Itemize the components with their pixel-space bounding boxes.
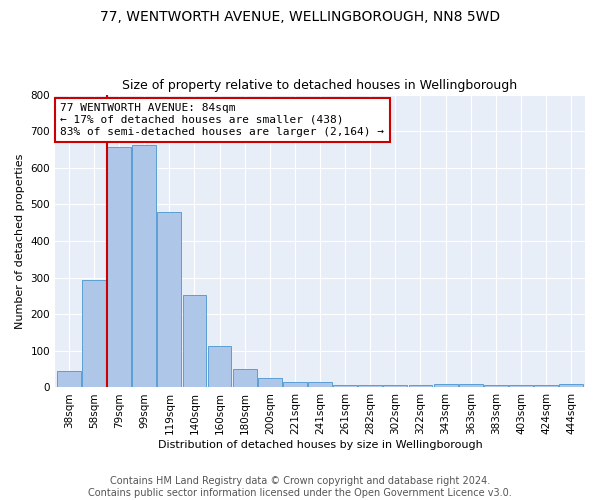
Bar [559, 384, 583, 388]
Title: Size of property relative to detached houses in Wellingborough: Size of property relative to detached ho… [122, 79, 518, 92]
Bar [484, 385, 508, 388]
Bar [157, 212, 181, 388]
Bar [534, 385, 558, 388]
Bar [283, 382, 307, 388]
Bar [409, 384, 433, 388]
Text: Contains HM Land Registry data © Crown copyright and database right 2024.
Contai: Contains HM Land Registry data © Crown c… [88, 476, 512, 498]
Bar [57, 371, 81, 388]
Y-axis label: Number of detached properties: Number of detached properties [15, 154, 25, 328]
Bar [383, 384, 407, 388]
Text: 77 WENTWORTH AVENUE: 84sqm
← 17% of detached houses are smaller (438)
83% of sem: 77 WENTWORTH AVENUE: 84sqm ← 17% of deta… [61, 104, 385, 136]
Bar [459, 384, 482, 388]
Bar [333, 384, 357, 388]
X-axis label: Distribution of detached houses by size in Wellingborough: Distribution of detached houses by size … [158, 440, 482, 450]
Bar [358, 384, 382, 388]
Bar [132, 144, 156, 388]
Bar [509, 385, 533, 388]
Text: 77, WENTWORTH AVENUE, WELLINGBOROUGH, NN8 5WD: 77, WENTWORTH AVENUE, WELLINGBOROUGH, NN… [100, 10, 500, 24]
Bar [107, 147, 131, 388]
Bar [233, 369, 257, 388]
Bar [308, 382, 332, 388]
Bar [258, 378, 282, 388]
Bar [208, 346, 232, 388]
Bar [182, 295, 206, 388]
Bar [434, 384, 458, 388]
Bar [82, 280, 106, 388]
